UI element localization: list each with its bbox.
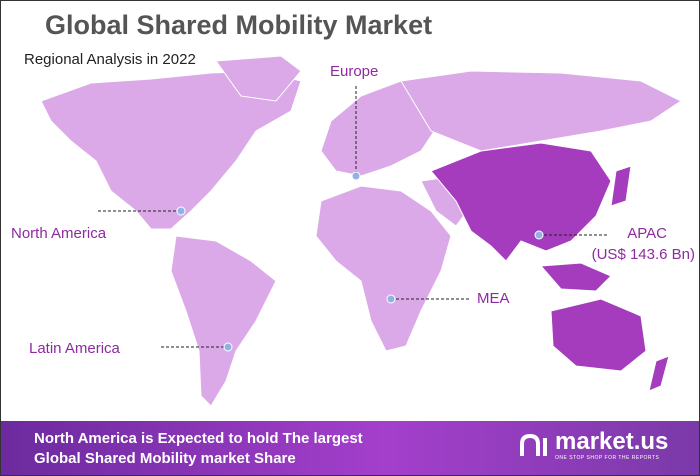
apac-marker [534,230,544,240]
label-north-america: North America [11,225,107,242]
mea-marker [386,294,396,304]
russia-shape [400,70,682,152]
europe-marker [351,171,361,181]
banner-line-1: North America is Expected to hold The la… [34,430,363,447]
label-europe: Europe [330,63,379,80]
label-apac: APAC [627,225,667,242]
subtitle: Regional Analysis in 2022 [24,51,196,68]
label-apac-value: (US$ 143.6 Bn) [591,246,695,263]
logo-icon [520,433,547,456]
logo: market.us ONE STOP SHOP FOR THE REPORTS [519,429,668,462]
footer-banner: North America is Expected to hold The la… [1,421,699,475]
logo-name: market.us [555,428,669,455]
banner-text: North America is Expected to hold The la… [34,429,474,469]
label-latin-america: Latin America [29,340,120,357]
north-america-shape [40,70,302,230]
greenland-shape [215,55,302,102]
africa-shape [315,185,452,352]
page-title: Global Shared Mobility Market [45,10,433,40]
banner-line-2: Global Shared Mobility market Share [34,450,296,467]
label-mea: MEA [477,290,510,307]
north-america-marker [176,206,186,216]
apac-region [430,142,670,392]
latin-america-marker [223,342,233,352]
apac-label-group: APAC (US$ 143.6 Bn) [577,225,695,264]
logo-tagline: ONE STOP SHOP FOR THE REPORTS [555,455,660,461]
south-america-shape [170,235,277,407]
